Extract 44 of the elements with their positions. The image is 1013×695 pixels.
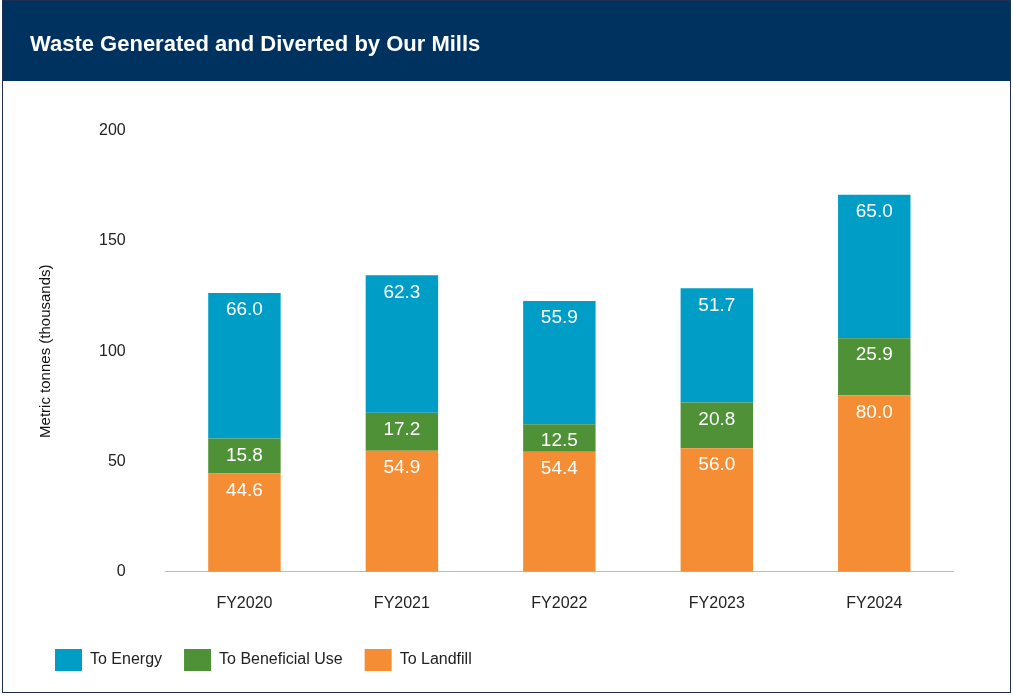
data-label: 44.6 xyxy=(225,478,263,500)
y-tick-label: 200 xyxy=(98,121,126,139)
bar xyxy=(523,300,596,425)
x-tick-label: FY2024 xyxy=(846,593,903,611)
bar xyxy=(523,451,596,572)
y-tick-label: 50 xyxy=(107,451,126,469)
bar xyxy=(365,450,439,572)
data-label: 54.9 xyxy=(383,455,421,477)
bar xyxy=(208,473,281,572)
legend-label: To Beneficial Use xyxy=(219,650,343,668)
bar xyxy=(680,402,754,449)
bar xyxy=(365,412,439,451)
chart-title: Waste Generated and Diverted by Our Mills xyxy=(3,1,1010,81)
bar xyxy=(365,275,439,413)
x-tick-label: FY2020 xyxy=(216,593,273,611)
x-tick-label: FY2021 xyxy=(373,593,430,611)
data-label: 65.0 xyxy=(855,200,893,222)
bar xyxy=(838,338,911,396)
data-label: 54.4 xyxy=(540,457,579,479)
y-tick-label: 0 xyxy=(116,562,126,580)
bar xyxy=(838,395,911,572)
legend-label: To Landfill xyxy=(399,650,472,668)
bar xyxy=(838,194,911,339)
y-axis-title: Metric tonnes (thousands) xyxy=(36,264,54,438)
y-tick-label: 150 xyxy=(98,231,126,249)
data-label: 17.2 xyxy=(383,417,421,439)
data-label: 20.8 xyxy=(698,407,736,429)
legend-label: To Energy xyxy=(90,650,163,668)
data-label: 62.3 xyxy=(383,280,421,302)
bar xyxy=(208,292,281,439)
x-tick-label: FY2022 xyxy=(531,593,588,611)
bar xyxy=(680,448,754,572)
data-label: 51.7 xyxy=(698,293,736,315)
x-tick-label: FY2023 xyxy=(688,593,745,611)
bar xyxy=(680,288,754,403)
data-label: 12.5 xyxy=(540,429,578,451)
bar xyxy=(523,424,596,452)
data-label: 55.9 xyxy=(540,306,578,328)
data-label: 25.9 xyxy=(855,343,893,365)
data-label: 56.0 xyxy=(698,453,736,475)
y-tick-label: 100 xyxy=(98,341,126,359)
data-label: 80.0 xyxy=(855,400,893,422)
data-label: 66.0 xyxy=(225,298,263,320)
data-label: 15.8 xyxy=(225,443,263,465)
